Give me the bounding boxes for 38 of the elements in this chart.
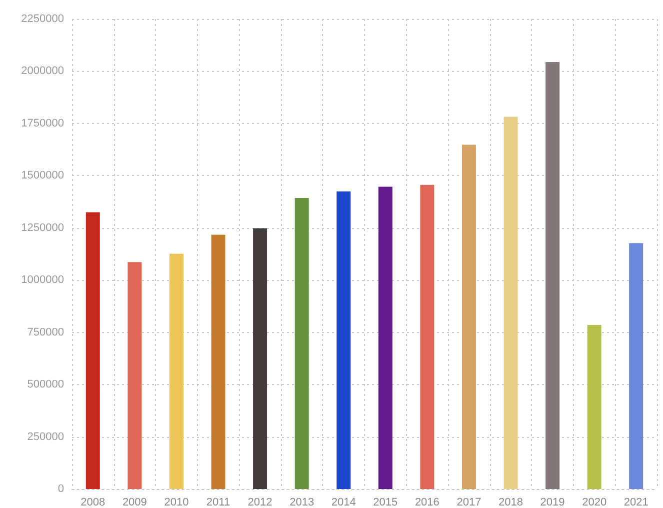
x-tick-label: 2014 <box>331 496 356 508</box>
x-tick-label: 2016 <box>414 496 440 508</box>
x-tick-label: 2008 <box>80 496 106 508</box>
y-tick-label: 2000000 <box>21 65 64 78</box>
x-tick-label: 2017 <box>456 496 482 508</box>
y-tick-label: 2250000 <box>21 13 64 25</box>
x-tick-label: 2009 <box>122 496 147 508</box>
x-tick-label: 2019 <box>540 496 565 508</box>
bar <box>169 254 184 489</box>
y-tick-label: 0 <box>58 483 64 495</box>
x-tick-label: 2012 <box>248 496 272 508</box>
x-tick-label: 2011 <box>206 496 230 508</box>
y-tick-label: 1000000 <box>21 274 64 286</box>
bar <box>587 325 602 489</box>
bar <box>128 262 142 489</box>
bar <box>294 198 309 489</box>
bar <box>420 184 434 489</box>
bar <box>336 191 351 489</box>
bar <box>504 116 518 489</box>
x-tick-label: 2013 <box>290 496 314 508</box>
y-tick-label: 750000 <box>27 326 64 338</box>
bar <box>629 243 644 489</box>
bar <box>86 212 100 489</box>
y-tick-label: 1250000 <box>21 222 64 234</box>
x-tick-label: 2020 <box>582 496 607 508</box>
x-tick-label: 2010 <box>164 496 189 508</box>
bar <box>546 62 560 489</box>
bar <box>211 234 226 489</box>
bar <box>462 144 476 489</box>
y-tick-label: 250000 <box>27 430 64 443</box>
y-tick-label: 500000 <box>27 378 64 391</box>
x-tick-label: 2021 <box>624 496 648 508</box>
y-tick-label: 1750000 <box>21 117 64 130</box>
bar <box>253 228 268 489</box>
bar <box>378 186 392 489</box>
x-tick-label: 2015 <box>373 496 398 508</box>
y-tick-label: 1500000 <box>21 170 64 182</box>
x-tick-label: 2018 <box>498 496 523 508</box>
